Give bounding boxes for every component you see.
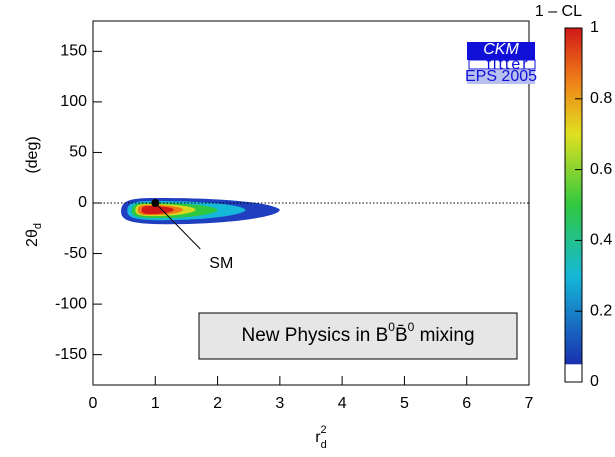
x-tick-label: 5: [400, 395, 409, 412]
x-tick-label: 6: [462, 395, 471, 412]
annotation-sup: 0: [388, 320, 395, 334]
colorbar-frame: [564, 27, 583, 383]
colorbar-tick-label: 1: [590, 19, 599, 36]
point-leader: [154, 202, 201, 250]
y-axis-unit: (deg): [24, 136, 41, 173]
logo-bg: [467, 42, 535, 60]
logo-event: EPS 2005: [465, 68, 537, 85]
x-tick-label: 3: [275, 395, 284, 412]
logo-sub-bg: [468, 59, 536, 70]
colorbar-floor: [565, 364, 582, 382]
x-tick-label: 4: [338, 395, 347, 412]
y-tick-label: 150: [60, 43, 87, 60]
x-tick-label: 2: [213, 395, 222, 412]
annotation: New Physics in B0B̄0 mixing: [241, 320, 474, 346]
annotation-rest: mixing: [414, 325, 474, 346]
x-axis-label: r2 d: [315, 424, 327, 451]
x-label-sup: 2: [321, 424, 327, 436]
y-label-sub: d: [32, 223, 44, 229]
colorbar-tick-label: 0.8: [590, 90, 612, 107]
x-label-sub: d: [321, 439, 327, 451]
colorbar-tick-label: 0.4: [590, 232, 612, 249]
sm-point: [151, 199, 160, 207]
y-tick-label: -150: [55, 346, 87, 363]
y-tick-label: 50: [69, 144, 87, 161]
colorbar-tick-label: 0.2: [590, 302, 612, 319]
logo-title: CKM: [483, 41, 519, 58]
y-axis-label: 2θd: [24, 223, 44, 247]
y-tick-label: 0: [78, 194, 87, 211]
logo-event-bg: [467, 70, 535, 84]
annotation-text: New Physics in B: [241, 325, 388, 346]
colorbar-gradient: [565, 28, 582, 382]
x-tick-label: 0: [89, 395, 98, 412]
x-tick-label: 1: [151, 395, 160, 412]
logo-subtitle: fitter: [486, 56, 529, 73]
x-label-main: r: [315, 429, 321, 446]
colorbar-label: 1 – CL: [535, 3, 582, 20]
y-tick-label: 100: [60, 93, 87, 110]
y-label-main: 2θ: [24, 229, 41, 247]
y-tick-label: -50: [64, 245, 87, 262]
annotation-sup: 0: [408, 320, 415, 334]
colorbar-tick-label: 0.6: [590, 161, 612, 178]
annotation-box: [198, 312, 518, 360]
x-tick-label: 7: [525, 395, 534, 412]
annotation-bar: B̄: [395, 325, 408, 346]
y-tick-label: -100: [55, 295, 87, 312]
colorbar-tick-label: 0: [590, 373, 599, 390]
point-label: SM: [209, 255, 233, 272]
contour-region: [141, 206, 174, 215]
